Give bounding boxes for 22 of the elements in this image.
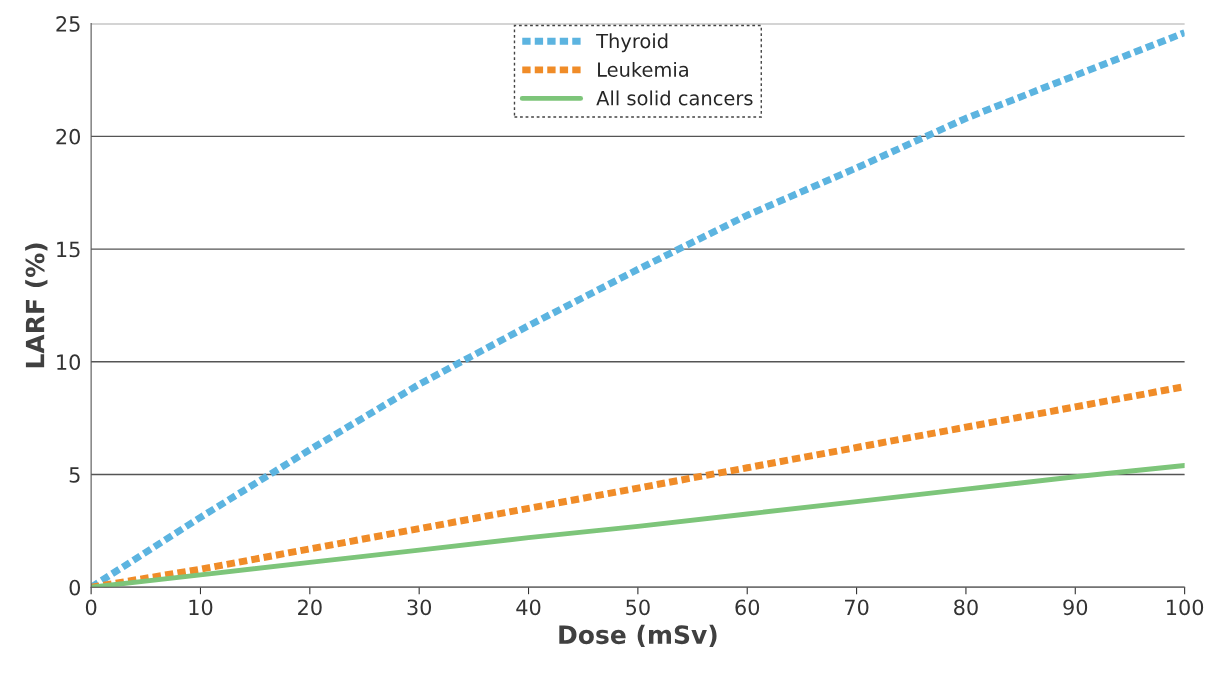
x-tick-label: 40 (516, 599, 541, 616)
x-axis-title: Dose (mSv) (559, 624, 717, 648)
x-tick-label: 10 (189, 599, 213, 616)
x-tick-label: 90 (1063, 599, 1088, 616)
x-tick-label: 70 (845, 599, 869, 616)
y-axis-title: LARF (%) (25, 243, 48, 368)
x-tick-label: 0 (85, 599, 97, 616)
y-tick-label: 0 (69, 579, 81, 596)
y-tick-label: 5 (69, 467, 80, 483)
x-tick-label: 100 (1167, 599, 1204, 616)
x-tick-label: 20 (298, 599, 322, 616)
y-tick-label: 10 (57, 354, 81, 371)
y-tick-label: 25 (56, 16, 80, 32)
x-tick-label: 30 (407, 599, 432, 616)
legend-label: Leukemia (598, 61, 688, 77)
legend-label: Thyroid (596, 33, 668, 53)
legend-label: All solid cancers (596, 90, 753, 106)
x-tick-label: 60 (735, 599, 760, 616)
x-tick-label: 80 (954, 599, 978, 616)
y-tick-label: 15 (57, 241, 80, 258)
x-tick-label: 50 (626, 599, 650, 616)
y-tick-label: 20 (56, 128, 81, 145)
